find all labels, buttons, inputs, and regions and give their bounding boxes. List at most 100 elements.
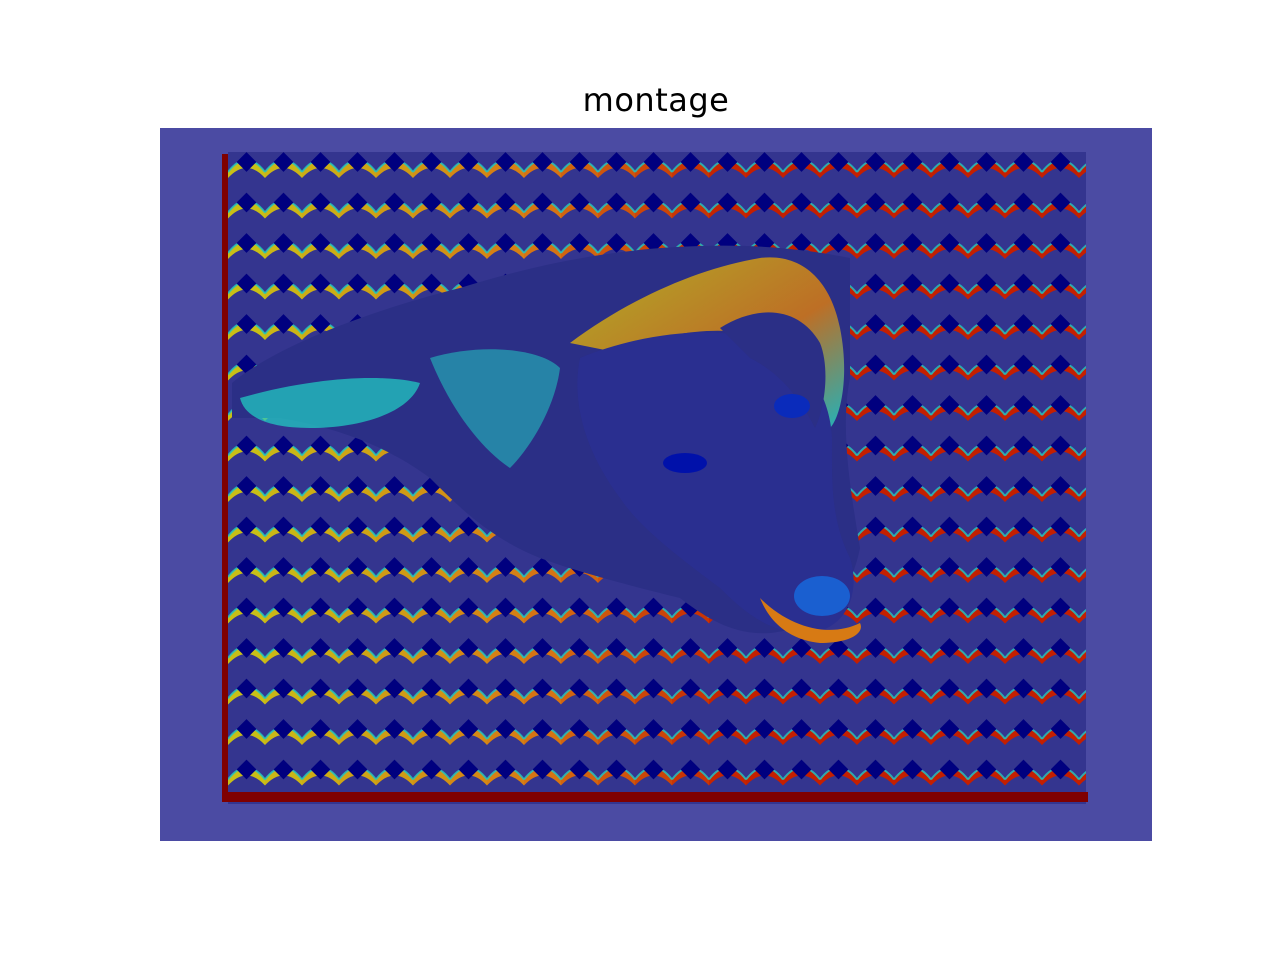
texture-arc — [598, 646, 635, 664]
texture-arc — [1079, 326, 1086, 340]
texture-dot — [236, 476, 257, 496]
texture-dot — [976, 314, 997, 334]
texture-dot — [865, 314, 886, 334]
texture-dot — [310, 678, 331, 699]
texture-rim — [1078, 447, 1086, 457]
dog-eye — [663, 453, 707, 473]
texture-dot — [1013, 354, 1034, 375]
texture-dot — [902, 719, 923, 739]
texture-arc — [1079, 650, 1086, 664]
texture-arc — [672, 767, 709, 786]
texture-arc — [228, 767, 265, 786]
texture-arc — [339, 524, 376, 543]
texture-dot — [310, 516, 331, 537]
texture-arc — [302, 767, 339, 786]
texture-dot — [902, 395, 923, 415]
texture-arc — [524, 565, 561, 583]
texture-arc — [450, 565, 487, 583]
texture-arc — [376, 281, 413, 300]
dog-head-highlight — [570, 257, 845, 428]
texture-arc — [487, 767, 524, 786]
texture-dot — [828, 678, 849, 699]
texture-arc — [709, 727, 746, 745]
texture-dot — [939, 638, 960, 658]
texture-arc — [968, 727, 1005, 745]
texture-arc — [894, 160, 931, 178]
texture-dot — [1050, 719, 1071, 739]
texture-arc — [598, 686, 635, 705]
texture-arc — [635, 605, 672, 624]
texture-arc — [857, 524, 894, 543]
texture-arc — [339, 484, 376, 502]
texture-dot — [1050, 233, 1071, 253]
texture-dot — [421, 638, 442, 658]
texture-dot — [458, 719, 479, 739]
texture-arc — [857, 362, 894, 381]
texture-arc — [265, 605, 302, 624]
left-edge — [222, 154, 228, 802]
texture-arc — [487, 200, 524, 219]
texture-dot — [495, 638, 516, 658]
texture-dot — [1013, 759, 1034, 780]
texture-arc — [487, 727, 524, 745]
texture-arc — [672, 727, 709, 745]
texture-arc — [339, 605, 376, 624]
texture-arc — [487, 646, 524, 664]
texture-arc — [857, 767, 894, 786]
texture-dot — [902, 678, 923, 699]
texture-arc — [820, 686, 857, 705]
texture-arc — [339, 281, 376, 300]
texture-arc — [1042, 727, 1079, 745]
texture-arc — [931, 241, 968, 259]
texture-dot — [347, 435, 368, 456]
texture-arc — [265, 443, 302, 462]
texture-dot — [384, 233, 405, 253]
texture-rim — [1078, 163, 1086, 173]
texture-dot — [717, 759, 738, 780]
texture-arc — [894, 605, 931, 624]
texture-arc — [1079, 610, 1086, 624]
texture-dot — [1050, 597, 1071, 618]
texture-dot — [865, 476, 886, 496]
texture-arc — [1005, 281, 1042, 300]
texture-arc — [1005, 565, 1042, 583]
texture-arc — [524, 241, 561, 259]
texture-arc — [672, 241, 709, 259]
texture-arc — [265, 322, 302, 340]
texture-arc — [931, 686, 968, 705]
texture-dot — [976, 759, 997, 780]
texture-arc — [894, 767, 931, 786]
texture-dot — [1050, 192, 1071, 213]
texture-arc — [524, 200, 561, 219]
texture-arc — [820, 200, 857, 219]
texture-arc — [857, 646, 894, 664]
texture-dot — [384, 638, 405, 658]
texture-arc — [968, 362, 1005, 381]
texture-arc — [376, 565, 413, 583]
texture-arc — [228, 524, 265, 543]
texture-dot — [976, 435, 997, 456]
texture-dot — [236, 273, 257, 294]
texture-arc — [450, 646, 487, 664]
texture-arc — [1079, 731, 1086, 745]
texture-arc — [1005, 241, 1042, 259]
texture-arc — [265, 241, 302, 259]
texture-arc — [413, 565, 450, 583]
texture-dot — [458, 759, 479, 780]
texture-arc — [339, 443, 376, 462]
texture-arc — [450, 727, 487, 745]
texture-arc — [1005, 646, 1042, 664]
texture-arc — [635, 727, 672, 745]
texture-arc — [1079, 367, 1086, 381]
texture-arc — [265, 565, 302, 583]
texture-dot — [754, 759, 775, 780]
texture-dot — [495, 557, 516, 577]
texture-rim — [1078, 285, 1086, 295]
texture-arc — [1079, 286, 1086, 300]
texture-arc — [413, 241, 450, 259]
dog-leg-left — [240, 378, 420, 428]
texture-dot — [865, 395, 886, 415]
texture-arc — [968, 686, 1005, 705]
texture-arc — [931, 646, 968, 664]
texture-arc — [857, 484, 894, 502]
